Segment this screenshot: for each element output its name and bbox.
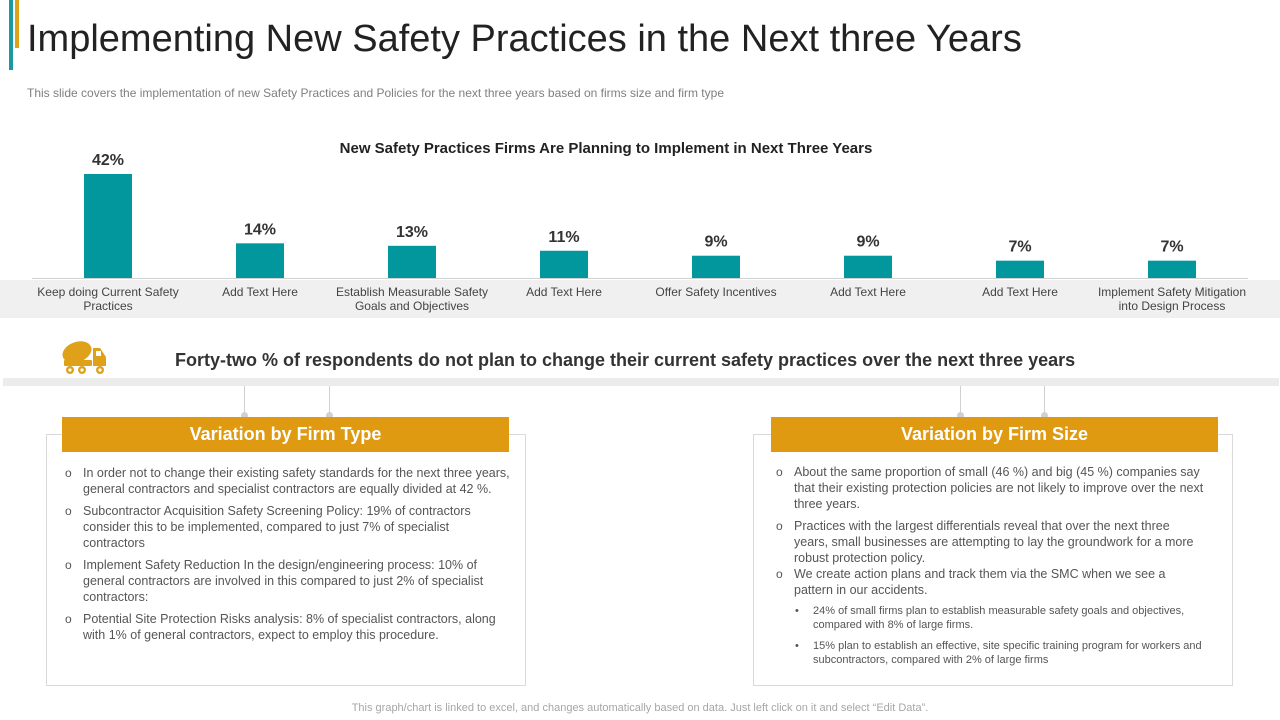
bar-value-label: 42% — [92, 152, 124, 169]
cement-truck-icon — [62, 341, 106, 374]
category-strip — [0, 280, 1280, 318]
section-divider — [3, 378, 1279, 386]
connector-dot — [326, 412, 333, 419]
category-label: Add Text Here — [526, 285, 602, 299]
connector-line — [960, 386, 961, 418]
bar-value-label: 7% — [1008, 239, 1031, 256]
chart-title: New Safety Practices Firms Are Planning … — [339, 140, 873, 157]
firm-size-sub-list: 24% of small firms plan to establish mea… — [794, 604, 1204, 667]
firm-type-header: Variation by Firm Type — [62, 417, 509, 452]
bar-value-label: 11% — [548, 229, 579, 246]
category-label: Add Text Here — [982, 285, 1058, 299]
connector-dot — [241, 412, 248, 419]
bar-value-label: 7% — [1160, 239, 1183, 256]
list-item: We create action plans and track them vi… — [774, 566, 1204, 667]
bar-5[interactable] — [692, 255, 740, 278]
list-item: About the same proportion of small (46 %… — [774, 464, 1204, 512]
category-label: Implement Safety Mitigation into Design … — [1097, 285, 1247, 313]
bar-value-label: 14% — [244, 221, 276, 238]
list-item-text: We create action plans and track them vi… — [794, 567, 1166, 597]
firm-size-list: About the same proportion of small (46 %… — [774, 464, 1204, 674]
connector-dot — [1041, 412, 1048, 419]
firm-size-header: Variation by Firm Size — [771, 417, 1218, 452]
page-subtitle: This slide covers the implementation of … — [27, 86, 724, 100]
bar-8[interactable] — [1148, 260, 1196, 278]
bar-4[interactable] — [540, 250, 588, 278]
bar-7[interactable] — [996, 260, 1044, 278]
category-label: Establish Measurable Safety Goals and Ob… — [335, 285, 489, 313]
bar-2[interactable] — [236, 243, 284, 278]
list-item: Implement Safety Reduction In the design… — [63, 557, 513, 605]
list-item: In order not to change their existing sa… — [63, 465, 513, 497]
category-label: Add Text Here — [222, 285, 298, 299]
bar-value-label: 9% — [856, 234, 879, 251]
connector-line — [1044, 386, 1045, 418]
category-label: Add Text Here — [830, 285, 906, 299]
connector-dot — [957, 412, 964, 419]
footer-note: This graph/chart is linked to excel, and… — [351, 702, 929, 714]
list-item: Practices with the largest differentials… — [774, 518, 1204, 566]
sub-list-item: 24% of small firms plan to establish mea… — [794, 604, 1204, 632]
connector-line — [244, 386, 245, 418]
list-item: Subcontractor Acquisition Safety Screeni… — [63, 503, 513, 551]
page-title: Implementing New Safety Practices in the… — [27, 18, 1022, 60]
bar-3[interactable] — [388, 245, 436, 278]
connector-line — [329, 386, 330, 418]
accent-bar-gold — [15, 0, 19, 48]
bar-6[interactable] — [844, 255, 892, 278]
firm-type-list: In order not to change their existing sa… — [63, 465, 513, 649]
bar-value-label: 9% — [704, 234, 727, 251]
bar-1[interactable] — [84, 174, 132, 278]
accent-bar-teal — [9, 0, 13, 70]
bar-chart[interactable]: 42% 14% 13% 11% 9% 9% 7% 7% — [0, 140, 1280, 280]
category-label: Keep doing Current Safety Practices — [37, 285, 179, 313]
bar-value-label: 13% — [396, 224, 428, 241]
key-finding-text: Forty-two % of respondents do not plan t… — [175, 350, 1076, 370]
list-item: Potential Site Protection Risks analysis… — [63, 611, 513, 643]
category-label: Offer Safety Incentives — [655, 285, 777, 299]
sub-list-item: 15% plan to establish an effective, site… — [794, 639, 1204, 667]
